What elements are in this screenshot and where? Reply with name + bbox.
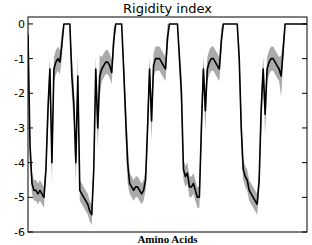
y-tick-label: -2 [14,87,25,100]
mean-line [28,24,307,215]
plot-area [28,20,307,225]
y-tick-label: -3 [14,122,25,135]
y-tick-mirror [302,197,307,198]
error-band [28,20,307,225]
y-tick-mirror [302,162,307,163]
y-tick [28,232,33,233]
chart: 0 -1 -2 -3 -4 -5 -6 Rigidity index Amino Acids [0,0,312,245]
y-tick [28,23,33,24]
y-tick [28,162,33,163]
y-tick-mirror [302,58,307,59]
y-tick-mirror [302,232,307,233]
y-tick-label: -4 [14,157,25,170]
y-tick [28,127,33,128]
y-tick-mirror [302,23,307,24]
plot-frame [28,17,307,232]
y-tick [28,93,33,94]
y-tick-label: -1 [14,53,25,66]
y-tick-label: -6 [14,226,25,239]
y-tick-mirror [302,127,307,128]
title: Rigidity index [123,1,212,16]
y-tick-label: 0 [18,18,25,31]
y-tick-label: -5 [14,191,25,204]
y-tick [28,197,33,198]
y-tick-mirror [302,93,307,94]
y-tick [28,58,33,59]
x-axis-label: Amino Acids [137,233,198,245]
